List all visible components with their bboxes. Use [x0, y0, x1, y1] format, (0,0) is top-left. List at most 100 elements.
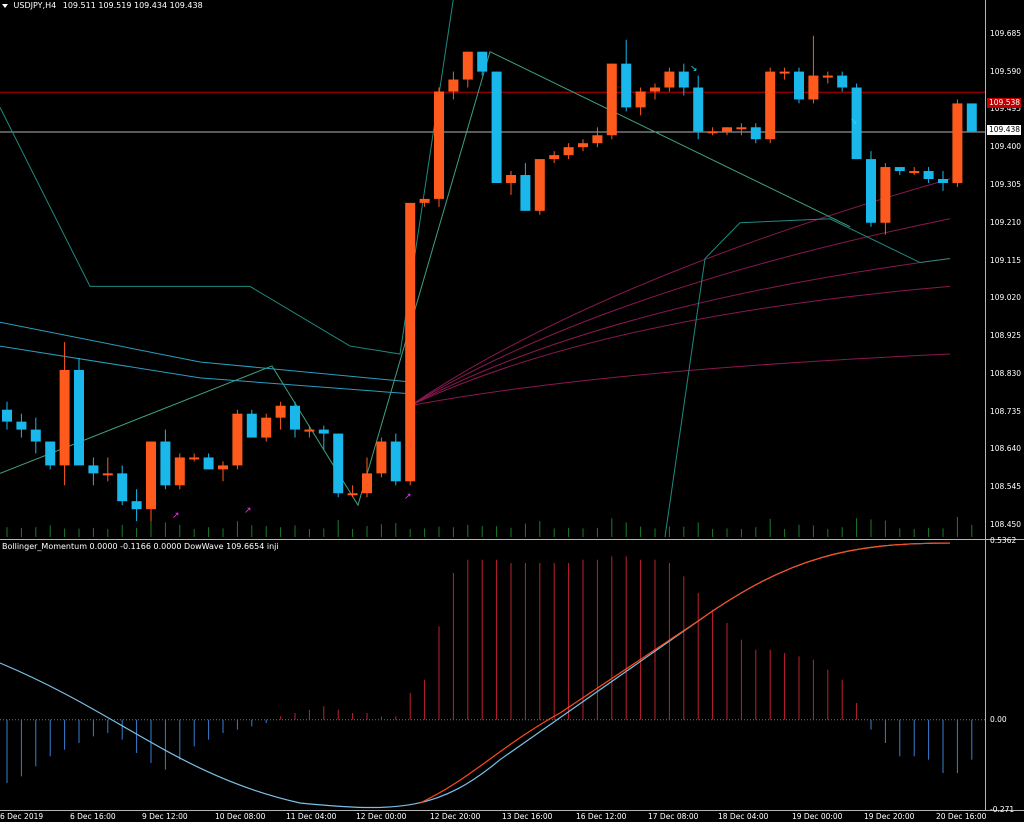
- candle-body: [837, 75, 848, 88]
- time-tick-label: 17 Dec 08:00: [648, 812, 699, 821]
- candle-body: [275, 405, 286, 418]
- moving-average-line: [409, 218, 951, 407]
- candle-body: [722, 127, 732, 132]
- ask-price-badge: 109.538: [987, 98, 1021, 108]
- time-tick-label: 18 Dec 04:00: [718, 812, 769, 821]
- candle-body: [203, 457, 214, 470]
- time-tick-label: 19 Dec 20:00: [864, 812, 915, 821]
- candle-body: [707, 131, 718, 134]
- sell-arrow-icon: ↘: [850, 117, 858, 127]
- candle-body: [822, 75, 833, 78]
- candle-body: [491, 71, 502, 183]
- price-tick-label: 108.925: [990, 331, 1022, 341]
- candle-body: [261, 417, 272, 438]
- time-tick-label: 10 Dec 08:00: [215, 812, 266, 821]
- time-axis-line: [0, 810, 1024, 811]
- candle-body: [390, 441, 401, 482]
- time-tick-label: 12 Dec 00:00: [356, 812, 407, 821]
- time-tick-label: 9 Dec 12:00: [142, 812, 188, 821]
- time-tick-label: 11 Dec 04:00: [286, 812, 337, 821]
- buy-arrow-icon: ↗: [172, 511, 180, 521]
- time-tick-label: 6 Dec 2019: [0, 812, 44, 821]
- candle-body: [506, 175, 516, 183]
- indicator-header: Bollinger_Momentum 0.0000 -0.1166 0.0000…: [2, 542, 279, 551]
- candle-body: [174, 457, 185, 486]
- price-tick-label: 109.305: [990, 179, 1022, 189]
- price-chart[interactable]: ↗ ↗ ↗ ↘ ↘: [0, 0, 985, 537]
- candle-body: [102, 473, 113, 476]
- candle-body: [606, 63, 617, 136]
- candle-body: [966, 103, 977, 132]
- bollinger-upper-band: [0, 0, 454, 355]
- pane-separator[interactable]: [0, 539, 1024, 540]
- bollinger-mid-band: [0, 345, 411, 395]
- price-tick-label: 108.640: [990, 444, 1022, 454]
- candle-body: [693, 87, 704, 132]
- candle-body: [30, 429, 41, 442]
- candle-body: [650, 87, 660, 92]
- candle-body: [376, 441, 387, 474]
- candle-body: [851, 87, 862, 160]
- dowwave-rising-line: [419, 542, 951, 804]
- moving-average-line: [409, 353, 951, 407]
- indicator-chart[interactable]: [0, 541, 985, 810]
- buy-arrow-icon: ↗: [404, 492, 412, 502]
- candle-body: [232, 413, 243, 466]
- candle-body: [794, 71, 804, 100]
- price-tick-label: 109.210: [990, 217, 1022, 227]
- candle-body: [405, 202, 416, 482]
- bid-price-badge: 109.438: [987, 125, 1021, 135]
- candle-body: [347, 493, 358, 496]
- candle-body: [189, 457, 200, 460]
- candle-body: [88, 465, 99, 474]
- indicator-tick-label: -0.271: [990, 805, 1015, 814]
- candle-body: [678, 71, 689, 88]
- candle-body: [923, 171, 934, 179]
- candle-body: [318, 429, 329, 434]
- price-tick-label: 108.830: [990, 368, 1022, 378]
- candle-body: [16, 421, 27, 430]
- candle-body: [938, 179, 948, 183]
- time-tick-label: 20 Dec 16:00: [936, 812, 987, 821]
- moving-average-line: [409, 285, 951, 407]
- candle-body: [448, 79, 459, 92]
- candle-body: [290, 405, 300, 430]
- candle-body: [304, 429, 315, 432]
- candle-body: [45, 441, 56, 466]
- candle-body: [160, 441, 171, 486]
- time-tick-label: 6 Dec 16:00: [70, 812, 116, 821]
- price-tick-label: 109.020: [990, 293, 1022, 303]
- dowwave-line: [0, 542, 951, 809]
- buy-arrow-icon: ↗: [244, 506, 252, 516]
- candle-body: [635, 91, 646, 108]
- candle-body: [578, 143, 588, 148]
- candle-body: [549, 155, 560, 160]
- price-axis-line: [985, 0, 986, 811]
- candle-body: [419, 198, 430, 203]
- candle-body: [866, 159, 876, 223]
- candle-body: [59, 369, 70, 466]
- candle-body: [952, 103, 963, 183]
- indicator-tick-label: 0.00: [990, 714, 1007, 724]
- time-tick-label: 13 Dec 16:00: [502, 812, 553, 821]
- price-tick-label: 108.545: [990, 482, 1022, 492]
- candle-body: [534, 159, 545, 211]
- time-tick-label: 19 Dec 00:00: [792, 812, 843, 821]
- price-tick-label: 109.495: [990, 104, 1022, 114]
- candle-body: [462, 51, 473, 80]
- chart-header: USDJPY,H4 109.511 109.519 109.434 109.43…: [2, 1, 203, 10]
- triangle-down-icon[interactable]: [2, 3, 8, 8]
- symbol-label: USDJPY,H4: [13, 1, 57, 10]
- moving-average-line: [409, 178, 951, 407]
- candle-body: [117, 473, 128, 502]
- candle-body: [2, 409, 12, 422]
- candle-body: [246, 413, 257, 438]
- price-tick-label: 108.450: [990, 520, 1022, 530]
- candle-body: [765, 71, 776, 140]
- price-tick-label: 108.735: [990, 406, 1022, 416]
- candle-body: [779, 71, 790, 74]
- candle-body: [621, 63, 632, 108]
- candle-body: [131, 501, 142, 510]
- time-tick-label: 16 Dec 12:00: [576, 812, 627, 821]
- candle-body: [592, 135, 603, 144]
